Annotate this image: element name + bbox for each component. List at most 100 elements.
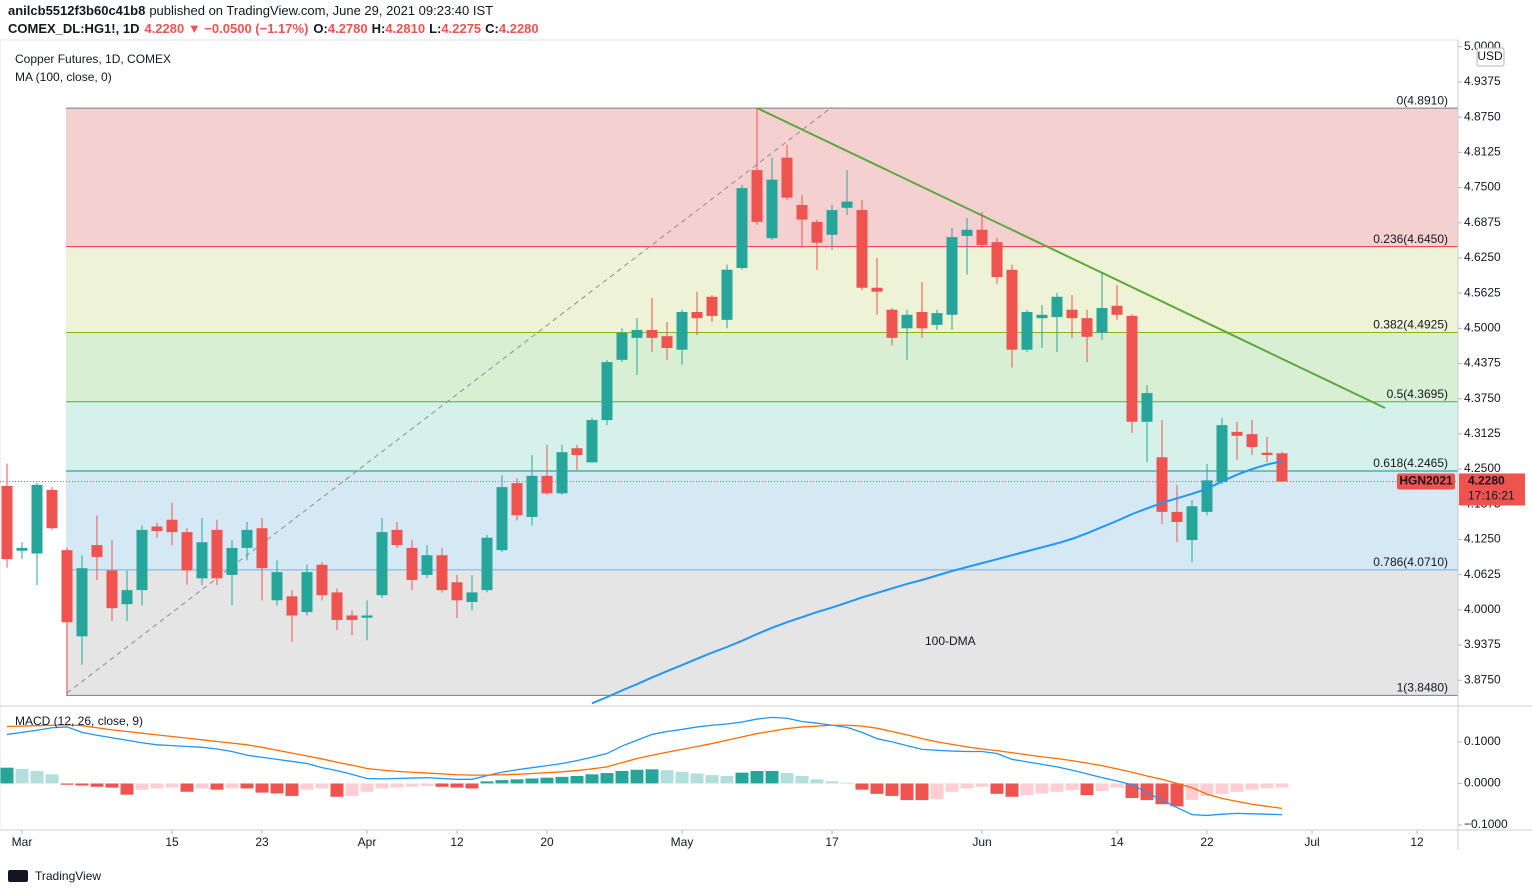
- candle-body: [946, 237, 958, 315]
- candle-body: [1216, 425, 1228, 483]
- candle-body: [361, 615, 373, 618]
- candle-body: [976, 229, 988, 245]
- histogram-bar: [90, 783, 104, 787]
- change: 4.2280 ▼ −0.0500 (−1.17%): [144, 21, 308, 36]
- candle-body: [16, 547, 28, 551]
- candle-body: [586, 420, 598, 463]
- y-tick-label: 4.1250: [1464, 532, 1501, 546]
- candle-body: [106, 570, 118, 609]
- y-tick-label: 3.8750: [1464, 672, 1501, 686]
- candle-body: [826, 210, 838, 235]
- symbol-tag: HGN2021: [1399, 474, 1453, 488]
- candle-body: [346, 615, 358, 620]
- fib-label: 0(4.8910): [1397, 93, 1448, 107]
- candle-body: [781, 157, 793, 198]
- histogram-bar: [525, 778, 539, 784]
- candle-body: [1156, 457, 1168, 512]
- histogram-bar: [1275, 783, 1289, 788]
- ohlc-value: 4.2280: [499, 21, 539, 36]
- histogram-bar: [675, 771, 689, 784]
- histogram-bar: [960, 783, 974, 789]
- ohlc-value: 4.2275: [441, 21, 481, 36]
- histogram-bar: [1170, 783, 1184, 807]
- candle-body: [31, 484, 43, 554]
- candle-body: [1066, 309, 1078, 319]
- candle-body: [526, 475, 538, 517]
- y-tick-label: 3.9375: [1464, 637, 1501, 651]
- histogram-bar: [780, 773, 794, 784]
- histogram-bar: [150, 783, 164, 789]
- fib-zone: [66, 471, 1458, 570]
- y-tick-label: 4.5000: [1464, 320, 1501, 334]
- candle-body: [1126, 315, 1138, 422]
- histogram-bar: [1110, 783, 1124, 788]
- candle-body: [766, 179, 778, 239]
- candle-body: [121, 590, 133, 605]
- candle-body: [211, 529, 223, 579]
- histogram-bar: [930, 783, 944, 800]
- histogram-bar: [750, 770, 764, 784]
- histogram-bar: [15, 768, 29, 784]
- histogram-bar: [390, 783, 404, 788]
- candle-body: [466, 592, 478, 602]
- candle-body: [1, 485, 13, 560]
- candle-body: [481, 537, 493, 591]
- histogram-bar: [480, 781, 494, 784]
- y-tick-label: 4.8750: [1464, 109, 1501, 123]
- candle-body: [181, 532, 193, 571]
- candle-body: [166, 519, 178, 533]
- histogram-bar: [135, 783, 149, 790]
- histogram-bar: [735, 772, 749, 784]
- histogram-bar: [495, 780, 509, 784]
- histogram-bar: [975, 783, 989, 787]
- candle-body: [421, 555, 433, 575]
- x-tick-label: Jul: [1304, 835, 1319, 849]
- candle-body: [886, 309, 898, 338]
- x-tick-label: Apr: [358, 835, 377, 849]
- histogram-bar: [915, 783, 929, 801]
- countdown: 17:16:21: [1468, 489, 1515, 503]
- histogram-bar: [30, 770, 44, 784]
- brand-text: TradingView: [35, 869, 101, 883]
- candle-body: [841, 201, 853, 208]
- histogram-bar: [765, 770, 779, 784]
- histogram-bar: [105, 783, 119, 788]
- candle-body: [556, 452, 568, 494]
- histogram-bar: [570, 775, 584, 784]
- ohlc-key: C:: [485, 21, 499, 36]
- author: anilcb5512f3b60c41b8: [8, 3, 145, 18]
- x-tick-label: May: [671, 835, 694, 849]
- histogram-bar: [510, 779, 524, 784]
- macd-line: [6, 724, 1283, 810]
- candle-body: [1036, 314, 1048, 319]
- candle-body: [451, 582, 463, 601]
- candle-body: [661, 336, 673, 349]
- candle-body: [796, 204, 808, 220]
- candle-body: [301, 572, 313, 613]
- histogram-bar: [555, 776, 569, 784]
- histogram-bar: [120, 783, 134, 795]
- candle-body: [646, 329, 658, 338]
- candle-body: [511, 483, 523, 516]
- currency-box: [1476, 47, 1505, 67]
- candle-body: [871, 287, 883, 292]
- trend-line: [756, 107, 1386, 409]
- histogram-bar: [300, 783, 314, 790]
- fib-label: 0.236(4.6450): [1373, 232, 1448, 246]
- candle-body: [376, 532, 388, 596]
- histogram-bar: [900, 783, 914, 801]
- histogram-bar: [1020, 783, 1034, 796]
- candle-body: [1081, 318, 1093, 337]
- histogram-bar: [1185, 783, 1199, 801]
- y-tick-label: 4.2500: [1464, 461, 1501, 475]
- x-tick-label: 17: [825, 835, 839, 849]
- fib-label: 0.786(4.0710): [1373, 555, 1448, 569]
- histogram-bar: [615, 770, 629, 784]
- fib-label: 0.382(4.4925): [1373, 318, 1448, 332]
- brand-logo: [8, 870, 28, 882]
- fib-zone: [66, 246, 1458, 333]
- candle-body: [676, 311, 688, 350]
- candle-body: [151, 526, 163, 532]
- histogram-bar: [435, 783, 449, 787]
